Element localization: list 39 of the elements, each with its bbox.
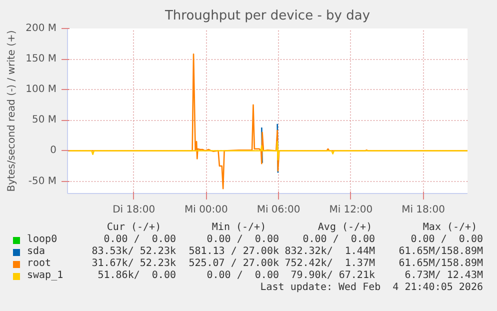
text: 0.00 / 0.00	[410, 234, 483, 246]
y-tick-label: -50 M	[28, 176, 56, 187]
text: 0.00 / 0.00	[102, 234, 176, 246]
line-series	[68, 140, 468, 161]
text: 79.90k/ 67.21k	[290, 270, 375, 281]
text: 525.07 / 27.00k	[188, 258, 279, 270]
x-tick-label: Mi 18:00	[402, 204, 445, 216]
text: Min (-/+)	[210, 222, 268, 234]
x-tick-label: Mi 00:00	[184, 204, 228, 216]
y-tick-label: 200 M	[26, 23, 57, 34]
chart-title: Throughput per device - by day	[164, 8, 370, 24]
text: Avg (-/+)	[316, 222, 374, 234]
text: 832.32k/ 1.44M	[284, 246, 375, 257]
y-tick-label: 150 M	[26, 54, 57, 65]
y-tick-label: 100 M	[26, 84, 57, 96]
text: 61.65M/158.89M	[398, 246, 483, 258]
legend-label: sda	[27, 246, 46, 257]
x-tick-label: Mi 12:00	[329, 204, 373, 216]
text: Last update: Wed Feb 4 21:40:05 2026	[259, 282, 483, 294]
y-tick-label: 50 M	[32, 114, 56, 126]
text: 0.00 / 0.00	[206, 270, 279, 282]
x-tick-label: Di 18:00	[112, 204, 156, 216]
x-tick-label: Mi 06:00	[256, 204, 300, 216]
text: 0.00 / 0.00	[206, 234, 279, 246]
y-tick-label: 0	[50, 145, 57, 156]
legend-label: root	[27, 258, 52, 269]
text: 83.53k/ 52.23k	[90, 246, 176, 258]
text: 31.67k/ 52.23k	[90, 258, 176, 270]
text: 0.00 / 0.00	[302, 234, 375, 245]
text: 61.65M/158.89M	[398, 258, 483, 270]
y-axis-title: Bytes/second read (-) / write (+)	[6, 30, 18, 192]
text: 752.42k/ 1.37M	[284, 258, 375, 269]
text: 6.73M/ 12.43M	[404, 270, 483, 282]
text: 581.13 / 27.00k	[188, 246, 279, 258]
text: Cur (-/+)	[106, 222, 162, 234]
legend-label: swap_1	[27, 270, 64, 281]
text: Max (-/+)	[422, 222, 478, 234]
legend-label: loop0	[27, 234, 58, 245]
text: 51.86k/ 0.00	[96, 270, 176, 282]
